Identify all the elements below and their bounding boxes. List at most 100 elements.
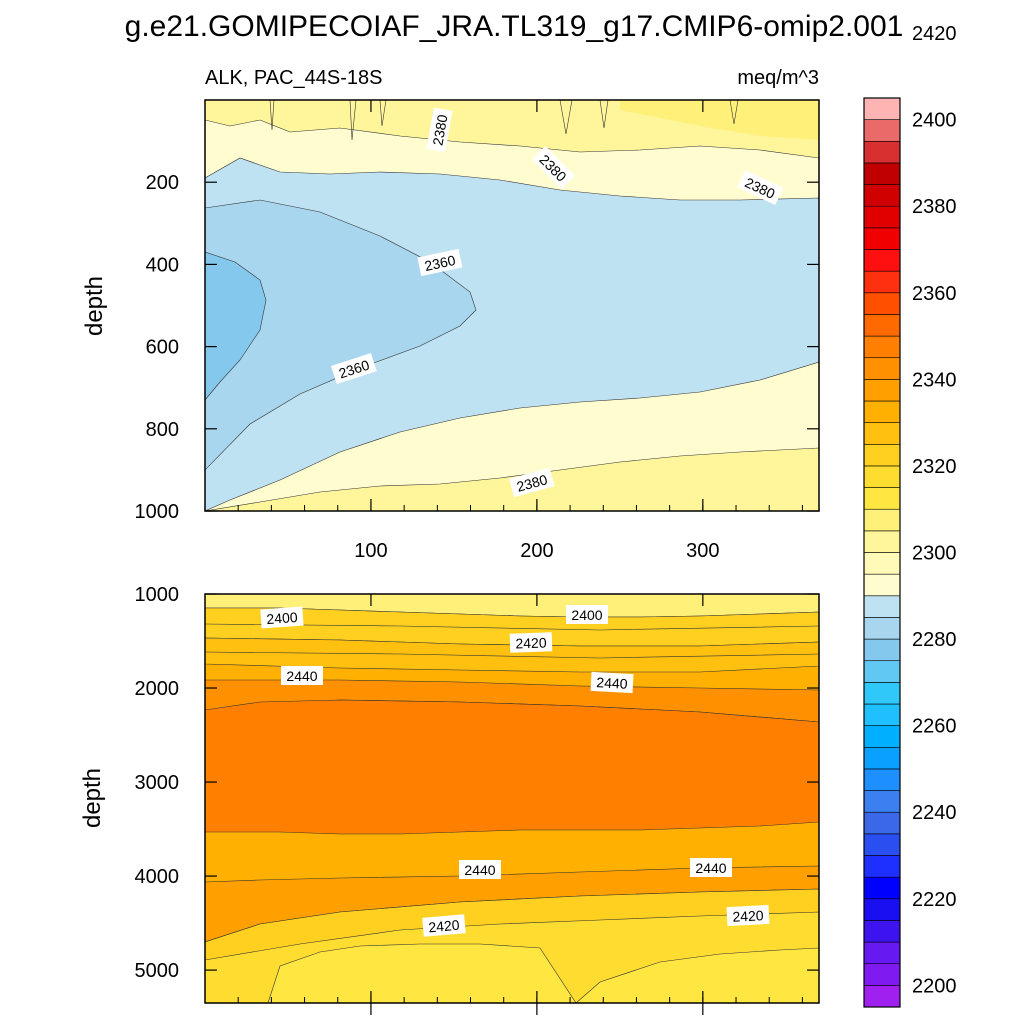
colorbar-swatch [863,617,901,640]
y-tick-label: 5000 [135,960,180,982]
region-fill [205,199,477,471]
panel-top-units: meq/m^3 [737,67,819,89]
colorbar-swatch [863,162,901,185]
svg-text:2400: 2400 [571,607,602,623]
contour-label: 2420 [726,904,770,927]
region-fill [575,947,819,1003]
y-tick-label: 800 [146,419,179,441]
svg-text:2420: 2420 [732,907,764,925]
panel-bottom-frame [204,593,820,1004]
colorbar-label: 2200 [912,975,957,997]
colorbar-label: 2240 [912,802,957,824]
colorbar-swatch [863,638,901,662]
colorbar-swatch [863,249,901,272]
panel-top-left-subtitle: ALK, PAC_44S-18S [205,67,383,89]
svg-text:2400: 2400 [266,609,298,627]
y-tick-label: 1000 [135,501,180,523]
colorbar-swatch [863,335,901,359]
region-fill [267,943,577,1003]
svg-text:2440: 2440 [695,860,726,876]
colorbar-swatch [863,725,901,748]
panel-top-ylabel: depth [81,276,108,336]
colorbar-label: 2400 [912,110,957,132]
svg-text:2440: 2440 [286,668,317,684]
panel-bottom-plot [204,593,820,1004]
colorbar-swatch [863,660,901,683]
colorbar-label: 2260 [912,716,957,738]
colorbar-swatch [863,552,901,575]
colorbar-swatch [863,422,901,445]
colorbar-swatch [863,898,901,921]
contour-label: 2380 [509,467,555,498]
colorbar-swatch [863,400,901,423]
colorbar-swatch [863,357,901,380]
colorbar-swatch [863,508,901,532]
svg-text:2420: 2420 [428,917,461,936]
contour-label: 2440 [459,860,501,879]
colorbar-swatch [863,920,901,943]
contour-label: 2440 [281,666,323,685]
colorbar-frame [863,97,901,1008]
colorbar-swatch [863,530,901,553]
svg-text:2440: 2440 [464,862,495,878]
colorbar-swatch [863,97,901,120]
x-tick-label: 300 [686,540,719,562]
colorbar-swatch [863,985,901,1008]
region-fill [620,100,819,140]
svg-text:2360: 2360 [423,252,457,274]
chart-title: g.e21.GOMIPECOIAF_JRA.TL319_g17.CMIP6-om… [125,10,904,43]
colorbar-swatch [863,292,901,315]
y-tick-label: 1000 [135,584,180,606]
panel-top-axes: 200 400 600 800 1000 100 200 300 [135,100,819,562]
panel-bottom-axes: 1000 2000 3000 4000 5000 [135,584,819,1015]
y-tick-label: 600 [146,337,179,359]
panel-bottom-ylabel: depth [79,768,106,828]
region-fill [205,637,819,673]
y-tick-label: 4000 [135,866,180,888]
colorbar-swatch [863,790,901,813]
contour-label: 2380 [426,107,453,153]
y-tick-label: 200 [146,172,179,194]
contour-label: 2440 [590,671,634,694]
region-fill [205,251,267,401]
x-tick-label: 100 [354,540,387,562]
colorbar: 2540252025002480246024402420240023802360… [863,23,957,1008]
colorbar-swatch [863,703,901,726]
contour-label: 2400 [260,606,304,629]
colorbar-swatch [863,595,901,618]
contour-label: 2360 [417,248,463,277]
colorbar-swatch [863,379,901,402]
colorbar-swatch [863,833,901,856]
y-tick-label: 2000 [135,678,180,700]
panel-top-plot [204,99,820,512]
colorbar-label: 2380 [912,196,957,218]
colorbar-label: 2340 [912,369,957,391]
colorbar-swatch [863,314,901,337]
colorbar-swatch [863,119,901,142]
panel-top-frame [204,99,820,512]
colorbar-label: 2300 [912,543,957,565]
contour-label: 2420 [509,632,553,653]
colorbar-swatch [863,270,901,294]
contour-label: 2420 [422,914,466,937]
colorbar-swatch [863,963,901,986]
colorbar-swatch [863,465,901,488]
colorbar-swatch [863,140,901,164]
svg-text:2420: 2420 [515,634,547,651]
colorbar-swatch [863,682,901,705]
colorbar-label: 2220 [912,889,957,911]
x-tick-label: 200 [520,540,553,562]
svg-text:2380: 2380 [429,113,450,147]
colorbar-swatch [863,184,901,207]
colorbar-swatch [863,855,901,878]
y-tick-label: 400 [146,254,179,276]
colorbar-swatch [863,443,901,467]
colorbar-swatch [863,227,901,250]
svg-text:2440: 2440 [596,674,628,692]
region-fill [205,699,819,835]
colorbar-label: 2320 [912,456,957,478]
colorbar-swatch [863,941,901,965]
colorbar-swatch [863,768,901,791]
contour-label: 2400 [566,605,608,624]
